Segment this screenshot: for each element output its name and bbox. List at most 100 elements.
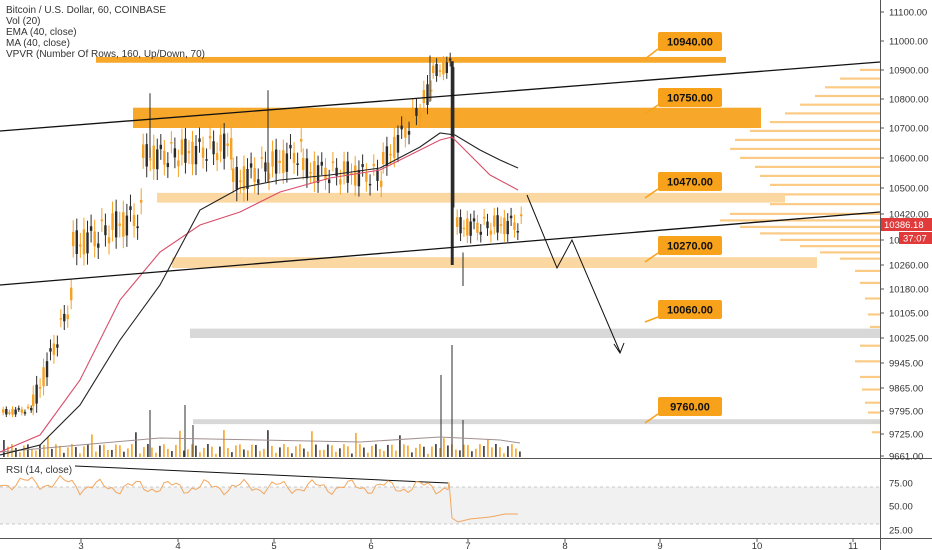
legend-rsi[interactable]: RSI (14, close) (6, 465, 73, 476)
volume-bar (291, 453, 293, 457)
candle-body (159, 144, 162, 150)
candle-body (400, 125, 403, 130)
upper-trendline (0, 61, 881, 132)
candle-body (361, 164, 364, 168)
level-label-pointer (644, 48, 659, 60)
time-tick-label: 6 (368, 541, 373, 550)
candle-body (462, 227, 466, 230)
candle-body (11, 408, 14, 415)
candle-body (316, 165, 320, 183)
candle-body (520, 214, 523, 217)
volume-bar (399, 435, 401, 457)
legend-ma[interactable]: MA (40, close) (6, 38, 70, 49)
rsi-series (0, 474, 518, 523)
volume-profile-row (750, 129, 880, 132)
candle-body (100, 219, 104, 222)
price-tick-label: 10260.00 (889, 261, 929, 272)
candle-body (296, 163, 299, 166)
volume-bar (307, 451, 309, 457)
volume-bar (207, 444, 209, 457)
candle-body (235, 167, 238, 190)
candle-body (274, 149, 278, 174)
candle-body (122, 212, 125, 237)
volume-bar (163, 444, 165, 457)
volume-bar (311, 431, 313, 457)
candle-body (72, 231, 75, 247)
volume-bar (87, 444, 89, 457)
volume-bar (463, 444, 465, 457)
legend-vol[interactable]: Vol (20) (6, 16, 41, 27)
level-label-box (658, 300, 722, 319)
volume-bar (339, 448, 341, 457)
volume-bar (251, 444, 253, 457)
level-label-box (658, 397, 722, 416)
volume-bar (459, 450, 461, 457)
volume-bars (0, 345, 521, 457)
rsi-tick-label: 75.00 (889, 479, 913, 490)
candle-body (63, 313, 66, 322)
candle-body (466, 218, 469, 236)
volume-profile-row (860, 344, 880, 347)
volume-profile-row (780, 238, 880, 241)
legend-ema[interactable]: EMA (40, close) (6, 27, 77, 38)
candle-body (163, 150, 166, 165)
candle-body (486, 221, 489, 229)
volume-bar (491, 447, 493, 457)
candle-body (232, 168, 235, 182)
volume-bar (507, 446, 509, 457)
candle-body (184, 138, 187, 163)
legend-symbol[interactable]: Bitcoin / U.S. Dollar, 60, COINBASE (6, 5, 167, 16)
volume-bar (95, 451, 97, 457)
candle-body (194, 145, 198, 165)
volume-profile-row (755, 165, 880, 168)
candle-body (246, 169, 249, 189)
candle-body (35, 384, 38, 404)
volume-ma-line (0, 436, 521, 453)
candle-body (442, 61, 445, 75)
volume-bar (131, 444, 133, 457)
volume-bar (447, 445, 449, 457)
volume-profile-row (800, 103, 880, 106)
volume-bar (303, 448, 305, 457)
volume-bar (35, 450, 37, 457)
candle-body (26, 406, 30, 409)
candle-body (389, 153, 392, 156)
volume-profile (720, 68, 880, 434)
candle-body (79, 244, 82, 247)
price-tick-label: 9661.00 (889, 452, 923, 463)
rsi-tick-label: 25.00 (889, 526, 913, 537)
candle-body (212, 141, 215, 155)
price-tick-label: 10500.00 (889, 184, 929, 195)
volume-bar (159, 445, 161, 457)
volume-bar (347, 446, 349, 457)
volume-bar (431, 446, 433, 457)
volume-bar (423, 446, 425, 457)
candle-body (513, 222, 516, 230)
candle-body (459, 217, 462, 234)
candle-body (226, 143, 229, 146)
price-tick-label: 11000.00 (889, 37, 928, 48)
volume-bar (411, 452, 413, 457)
candle-body (493, 215, 496, 227)
level-zones (96, 56, 880, 425)
level-label-text: 10270.00 (667, 241, 713, 253)
legend-vpvr[interactable]: VPVR (Number Of Rows, 160, Up/Down, 70) (6, 49, 205, 60)
candle-body (5, 409, 8, 415)
candle-body (305, 158, 309, 179)
axes: 11100.00 11000.00 10900.00 10800.00 10700.00… (78, 8, 932, 550)
candle-body (489, 230, 493, 235)
candle-body (201, 147, 205, 158)
volume-profile-row (860, 281, 880, 284)
volume-profile-row (760, 232, 880, 235)
volume-profile-row (760, 174, 880, 177)
volume-bar (475, 448, 477, 457)
level-label-box (658, 172, 722, 191)
candle-body (75, 230, 78, 254)
volume-bar (39, 444, 41, 457)
volume-bar (99, 445, 101, 457)
volume-bar (91, 434, 93, 457)
volume-bar (147, 444, 149, 457)
candle-body (380, 180, 383, 187)
candle-body (278, 160, 281, 163)
